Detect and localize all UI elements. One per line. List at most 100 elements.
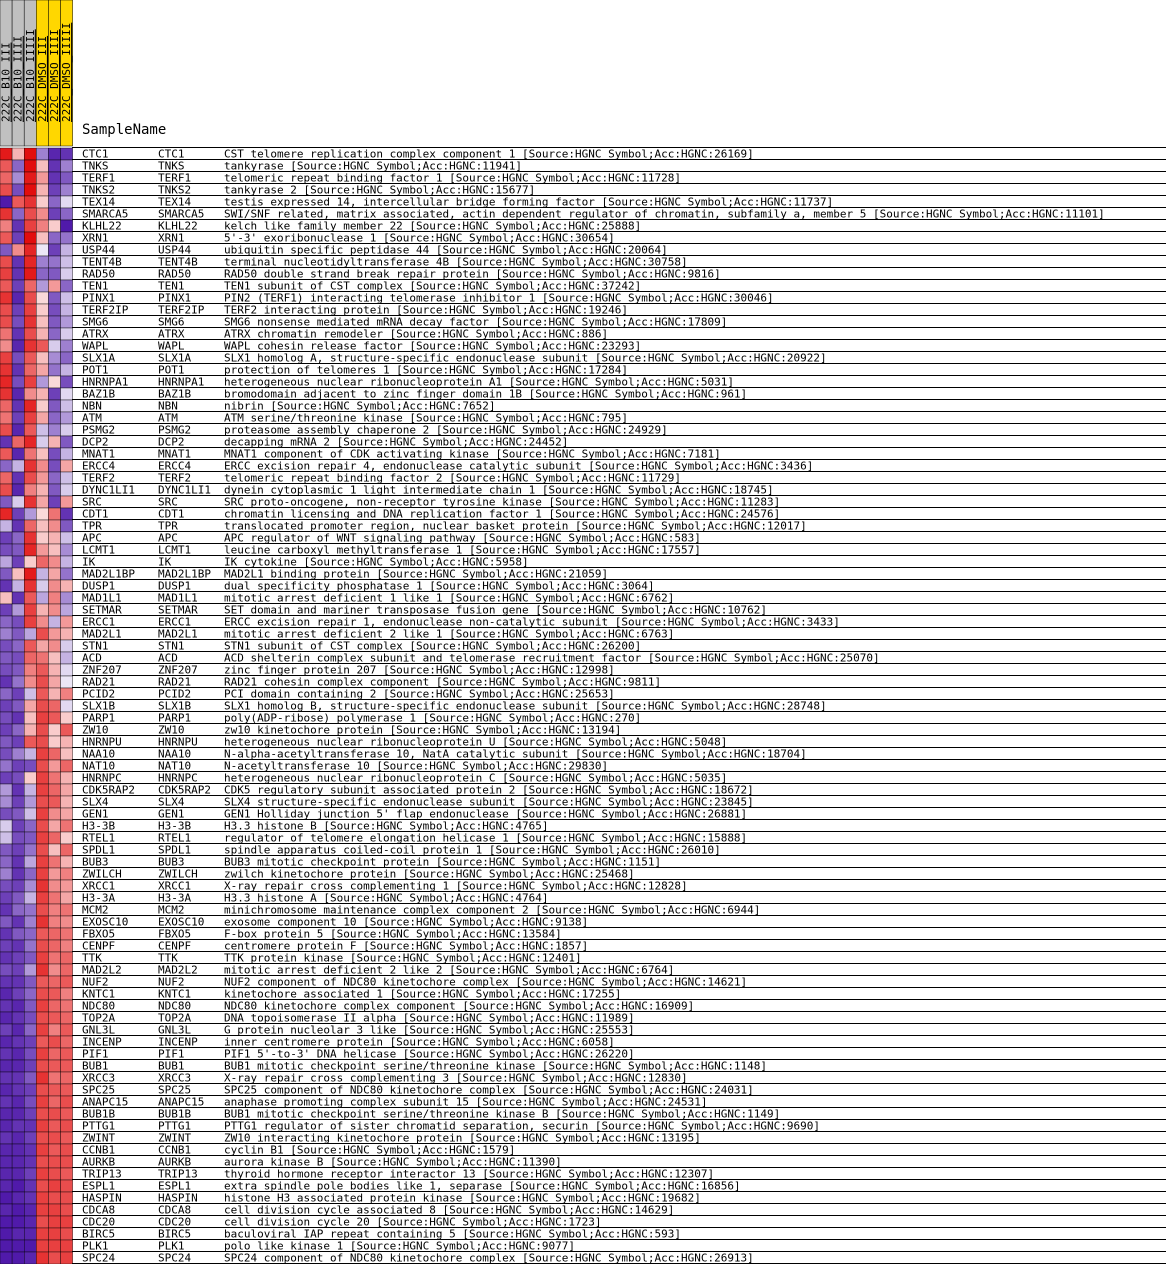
row-symbol-label: NDC80 [158,1000,191,1013]
row-symbol-label: ZW10 [158,724,185,737]
row-symbol-label: PCID2 [158,688,191,701]
heatmap-cell [24,1119,37,1133]
heatmap-cell [24,1011,37,1025]
row-symbol-label: HNRNPC [158,772,198,785]
row-id-label: BUB1B [82,1108,115,1121]
row-symbol-label: NBN [158,400,178,413]
row-id-label: MAD2L1 [82,628,122,641]
heatmap-cell [24,507,37,521]
row-id-label: SPC25 [82,1084,115,1097]
row-description-label: SPC24 component of NDC80 kinetochore com… [224,1252,754,1264]
row-symbol-label: TPR [158,520,178,533]
row-id-label: TEX14 [82,196,115,209]
heatmap-cell [60,951,73,965]
heatmap-cell [0,1047,13,1061]
heatmap-cell [36,1047,49,1061]
row-description-label: ACD shelterin complex subunit and telome… [224,652,880,665]
heatmap-cell [60,1083,73,1097]
heatmap-cell [24,615,37,629]
heatmap-cell [11,579,25,593]
heatmap-cell [36,159,49,173]
heatmap-cell [48,147,61,161]
heatmap-cell [0,411,13,425]
row-description-label: BUB1 mitotic checkpoint serine/threonine… [224,1108,780,1121]
heatmap-cell [48,1059,61,1073]
heatmap-cell [11,843,25,857]
heatmap-cell [0,315,13,329]
row-description-label: tankyrase [Source:HGNC Symbol;Acc:HGNC:1… [224,160,522,173]
heatmap-cell [48,1047,61,1061]
heatmap-cell [48,1191,61,1205]
row-description-label: F-box protein 5 [Source:HGNC Symbol;Acc:… [224,928,562,941]
heatmap-cell [60,1155,73,1169]
heatmap-cell [48,903,61,917]
row-symbol-label: HNRNPA1 [158,376,204,389]
heatmap-cell [0,375,13,389]
heatmap-cell [24,627,37,641]
row-description-label: ATRX chromatin remodeler [Source:HGNC Sy… [224,328,608,341]
row-description-label: aurora kinase B [Source:HGNC Symbol;Acc:… [224,1156,562,1169]
heatmap-cell [36,1083,49,1097]
row-symbol-label: BAZ1B [158,388,191,401]
row-id-label: HNRNPC [82,772,122,785]
heatmap-cell [11,543,25,557]
row-id-label: ATM [82,412,102,425]
heatmap-cell [48,255,61,269]
row-id-label: BUB1 [82,1060,109,1073]
row-divider-lines [72,147,1166,1264]
heatmap-cell [24,435,37,449]
heatmap-cell [24,903,37,917]
heatmap-cell [60,987,73,1001]
row-symbol-label: APC [158,532,178,545]
heatmap-cell [60,939,73,953]
row-description-label: SRC proto-oncogene, non-receptor tyrosin… [224,496,780,509]
heatmap-cell [11,555,25,569]
heatmap-cell [48,699,61,713]
heatmap-cell [0,279,13,293]
row-id-label: CDK5RAP2 [82,784,135,797]
row-symbol-label: TEX14 [158,196,191,209]
heatmap-cell [0,507,13,521]
heatmap-cell [24,495,37,509]
heatmap-cell [11,231,25,245]
heatmap-cell [36,1215,49,1229]
row-symbol-label: GEN1 [158,808,185,821]
row-symbol-label: POT1 [158,364,185,377]
heatmap-cell [11,987,25,1001]
row-description-label: bromodomain adjacent to zinc finger doma… [224,388,747,401]
heatmap-cell [11,531,25,545]
heatmap-cell [24,1251,37,1264]
row-symbol-label: ESPL1 [158,1180,191,1193]
heatmap-cell [24,579,37,593]
row-symbol-label: ATM [158,412,178,425]
row-symbol-label: ZNF207 [158,664,198,677]
row-labels: CTC1 CTC1 CST telomere replication complex… [82,148,1105,1264]
row-symbol-label: TNKS [158,160,185,173]
sample-band [60,0,73,147]
row-id-label: ZW10 [82,724,109,737]
heatmap-cell [0,1155,13,1169]
heatmap-cell [36,1167,49,1181]
heatmap-cell [11,159,25,173]
heatmap-cell [24,471,37,485]
heatmap-cell [60,867,73,881]
heatmap-cell [11,291,25,305]
heatmap-cell [36,627,49,641]
heatmap-cell [11,867,25,881]
heatmap-cell [24,1083,37,1097]
heatmap-cell [24,207,37,221]
heatmap-cell [60,1023,73,1037]
heatmap-cell [11,339,25,353]
row-description-label: chromatin licensing and DNA replication … [224,508,780,521]
heatmap-cell [48,1071,61,1085]
heatmap-cell [0,1239,13,1253]
row-description-label: zw10 kinetochore protein [Source:HGNC Sy… [224,724,621,737]
heatmap-cell [60,423,73,437]
heatmap-cell [48,1083,61,1097]
row-description-label: cell division cycle 20 [Source:HGNC Symb… [224,1216,602,1229]
row-description-label: X-ray repair cross complementing 1 [Sour… [224,880,688,893]
heatmap-cell [0,867,13,881]
sample-label: 222C_DMSO_III [36,36,49,122]
row-id-label: SPDL1 [82,844,115,857]
heatmap-cell [0,939,13,953]
